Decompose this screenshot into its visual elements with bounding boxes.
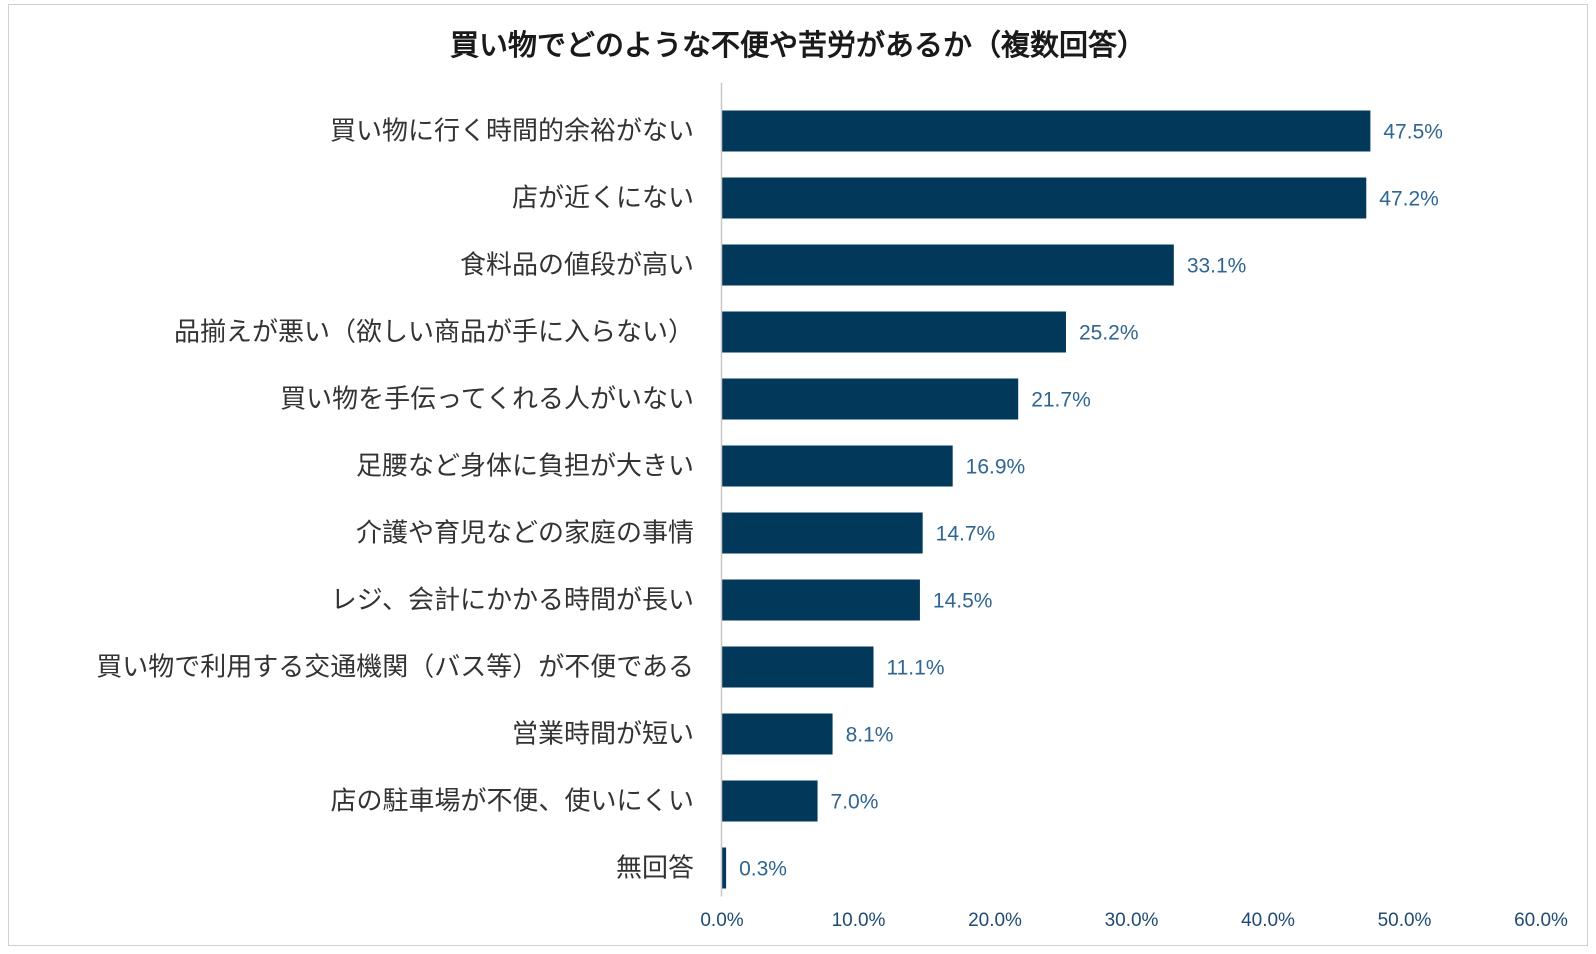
category-label: 店が近くにない [512,184,694,214]
category-label: 足腰など身体に負担が大きい [356,452,694,482]
x-tick-label: 10.0% [832,910,886,931]
bar [722,244,1174,286]
category-label: 食料品の値段が高い [460,251,694,281]
data-label: 11.1% [887,657,945,680]
data-label: 14.7% [936,523,996,546]
x-tick-label: 40.0% [1241,910,1295,931]
category-label: 営業時間が短い [512,720,694,750]
bar [722,110,1371,152]
x-tick-label: 60.0% [1514,910,1568,931]
category-label: 無回答 [616,854,694,884]
category-label: 買い物で利用する交通機関（バス等）が不便である [96,653,694,683]
data-label: 47.2% [1379,188,1439,211]
data-label: 47.5% [1383,121,1443,144]
category-label: 買い物に行く時間的余裕がない [330,117,694,147]
x-tick-label: 50.0% [1378,910,1432,931]
data-label: 7.0% [831,791,879,814]
data-label: 16.9% [966,456,1026,479]
x-tick-label: 30.0% [1105,910,1159,931]
bar [722,445,953,487]
category-label: 介護や育児などの家庭の事情 [356,519,694,549]
x-axis: 0.0% 10.0% 20.0% 30.0% 40.0% 50.0% 60.0% [700,82,1568,931]
bar [722,512,923,554]
bar [722,378,1019,420]
data-label: 33.1% [1187,255,1247,278]
bar [722,780,818,822]
bar [722,311,1066,353]
bar [722,177,1367,219]
x-tick-label: 0.0% [700,910,743,931]
bar [722,713,833,755]
category-label: 品揃えが悪い（欲しい商品が手に入らない） [174,318,694,348]
bar [722,646,874,688]
data-label: 21.7% [1031,389,1091,412]
category-label: レジ、会計にかかる時間が長い [331,586,694,616]
bars: 買い物に行く時間的余裕がない 47.5% 店が近くにない 47.2% 食料品の値段が高い… [96,110,1443,889]
data-label: 0.3% [739,858,787,881]
bar [722,847,727,889]
data-label: 25.2% [1079,322,1139,345]
x-tick-label: 20.0% [968,910,1022,931]
data-label: 14.5% [933,590,993,613]
chart-title: 買い物でどのような不便や苦労があるか（複数回答） [449,28,1146,62]
category-label: 買い物を手伝ってくれる人がいない [280,385,694,415]
bar [722,579,920,621]
category-label: 店の駐車場が不便、使いにくい [331,787,694,817]
data-label: 8.1% [846,724,894,747]
